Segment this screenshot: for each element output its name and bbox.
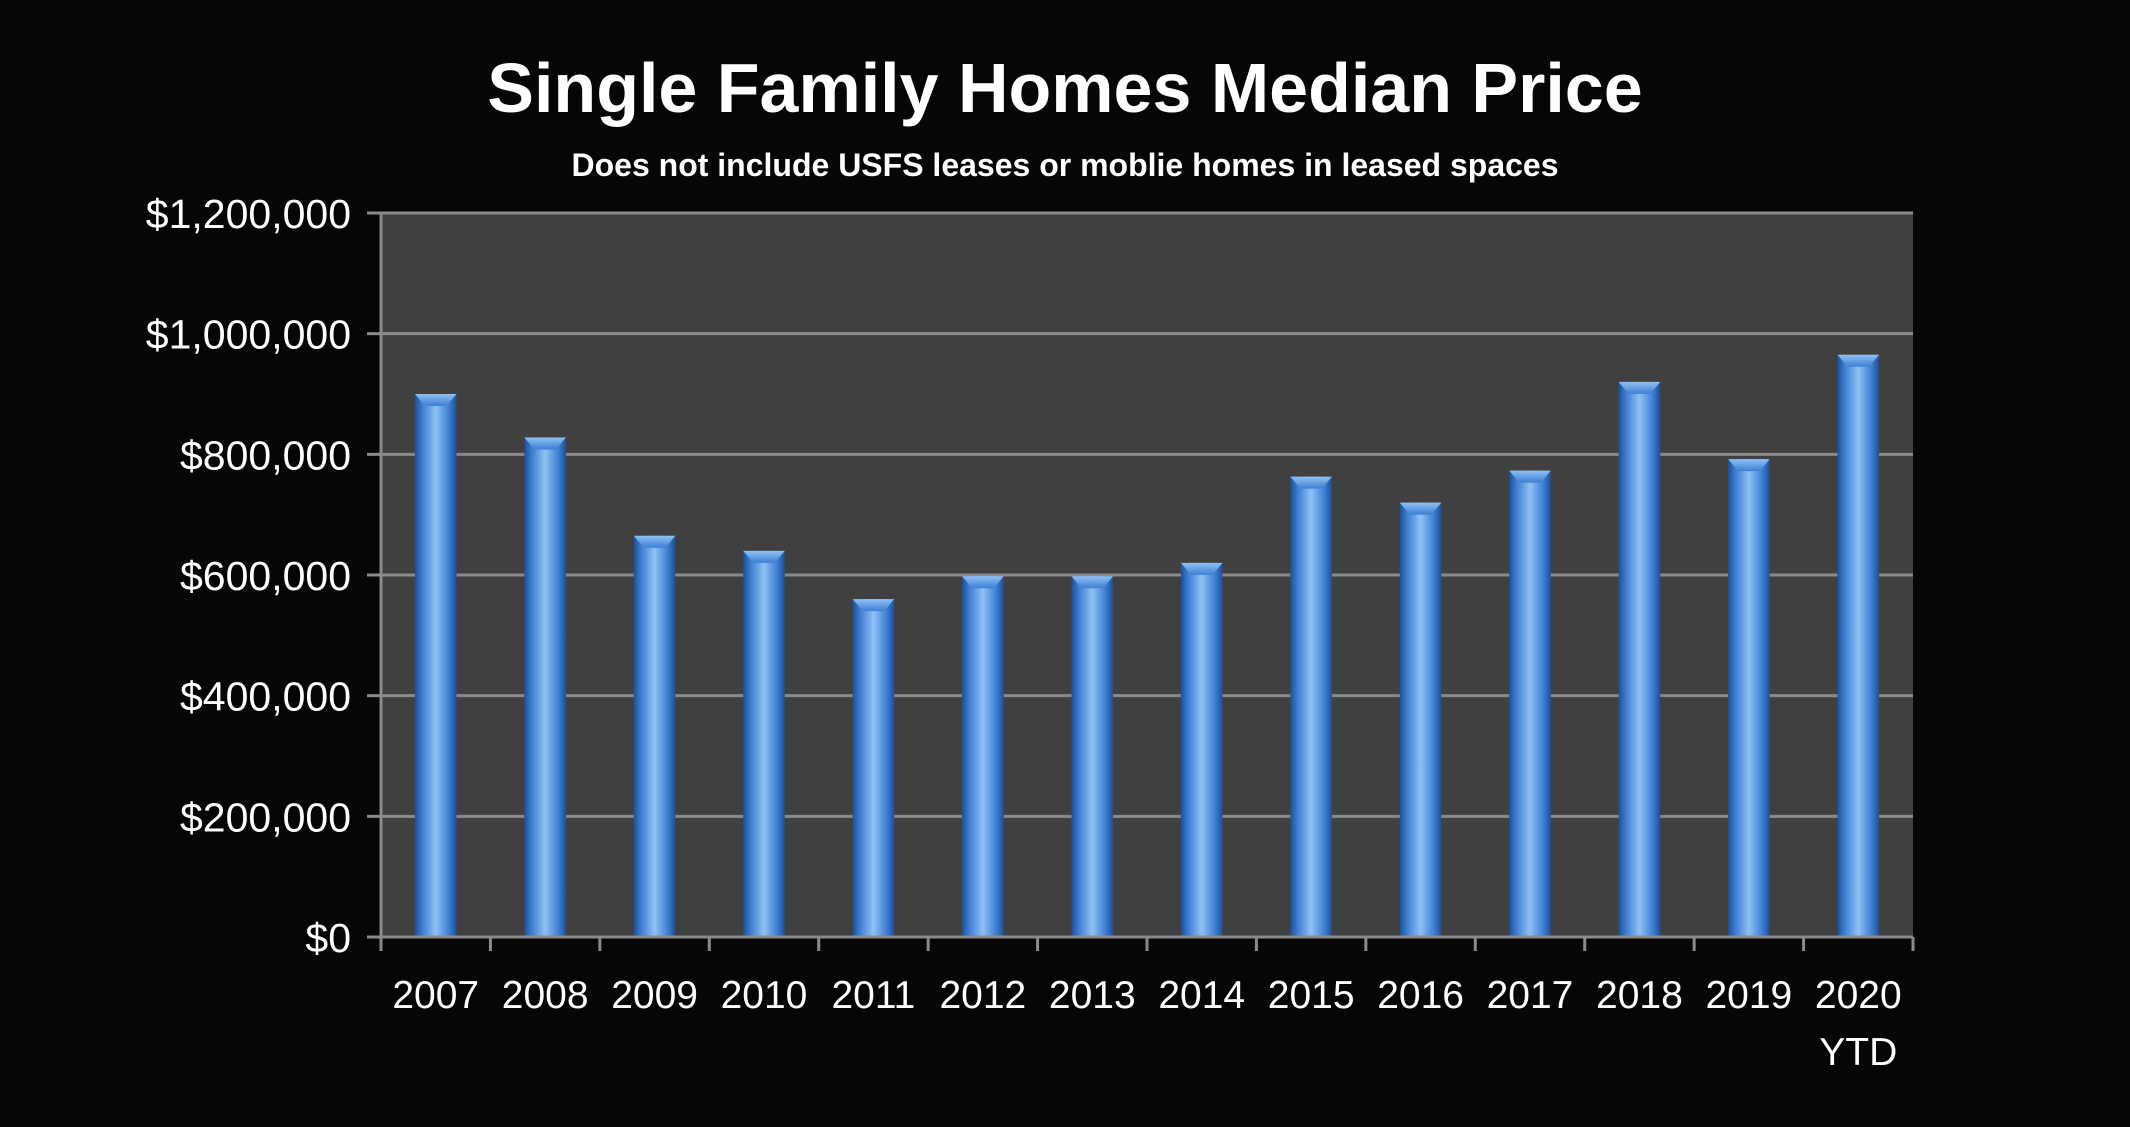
bar-2017 — [1509, 470, 1551, 937]
bar-bevel — [524, 437, 566, 450]
bar-body — [1071, 576, 1114, 937]
bar-body — [743, 550, 785, 937]
bar-bevel — [1399, 502, 1442, 515]
y-tick-label: $600,000 — [180, 553, 351, 599]
x-tick-label: 2010 — [721, 974, 808, 1017]
bar-body — [414, 394, 457, 937]
bar-bevel — [852, 599, 895, 612]
bar-bevel — [1071, 576, 1114, 589]
y-tick-label: $0 — [305, 915, 351, 961]
bar-body — [1290, 476, 1332, 937]
x-tick-label: 2020 — [1815, 974, 1902, 1017]
bar-bevel — [1180, 562, 1223, 575]
bar-2016 — [1399, 502, 1442, 937]
x-tick-label: 2013 — [1049, 974, 1136, 1017]
bar-2007 — [414, 394, 457, 937]
x-tick-label: 2016 — [1377, 974, 1464, 1017]
bar-bevel — [1728, 459, 1770, 472]
chart-title: Single Family Homes Median Price — [487, 49, 1642, 127]
x-tick-sublabel: YTD — [1819, 1031, 1897, 1074]
bar-2015 — [1290, 476, 1332, 937]
bar-bevel — [962, 576, 1004, 589]
y-axis-tick-labels: $0 $200,000 $400,000 $600,000 $800,000 $1,000… — [146, 191, 351, 961]
bar-2020 — [1837, 354, 1880, 937]
bar-2009 — [633, 535, 676, 937]
bar-2019 — [1728, 459, 1770, 937]
y-tick-label: $1,000,000 — [146, 312, 351, 358]
bar-bevel — [1290, 476, 1332, 489]
bars — [414, 354, 1880, 937]
bar-bevel — [743, 550, 785, 563]
bar-body — [1837, 354, 1880, 937]
bar-body — [1399, 502, 1442, 937]
x-tick-label: 2009 — [611, 974, 698, 1017]
bar-body — [852, 599, 895, 937]
y-tick-label: $200,000 — [180, 794, 351, 840]
bar-bevel — [1618, 381, 1661, 394]
y-tick-label: $800,000 — [180, 432, 351, 478]
x-tick-label: 2017 — [1487, 974, 1574, 1017]
bar-body — [633, 535, 676, 937]
x-tick-label: 2007 — [392, 974, 479, 1017]
bar-bevel — [1509, 470, 1551, 483]
x-axis-tick-labels: 2007 2008 2009 2010 2011 2012 2013 2014 2015 2016… — [392, 974, 1901, 1074]
bar-2010 — [743, 550, 785, 937]
bar-body — [1618, 381, 1661, 937]
x-tick-label: 2014 — [1158, 974, 1245, 1017]
bar-body — [1180, 562, 1223, 937]
bar-2018 — [1618, 381, 1661, 937]
bar-2013 — [1071, 576, 1114, 937]
bar-bevel — [633, 535, 676, 548]
x-tick-label: 2011 — [831, 974, 915, 1017]
x-tick-label: 2008 — [502, 974, 589, 1017]
bar-2014 — [1180, 562, 1223, 937]
axes — [379, 213, 1915, 951]
chart-subtitle: Does not include USFS leases or moblie h… — [572, 147, 1559, 183]
bar-body — [1728, 459, 1770, 937]
x-tick-label: 2019 — [1705, 974, 1792, 1017]
bar-body — [1509, 470, 1551, 937]
bar-2011 — [852, 599, 895, 937]
bar-2012 — [962, 576, 1004, 937]
x-tick-label: 2012 — [939, 974, 1026, 1017]
x-tick-label: 2018 — [1596, 974, 1683, 1017]
bar-2008 — [524, 437, 566, 937]
bar-body — [962, 576, 1004, 937]
bar-body — [524, 437, 566, 937]
bar-bevel — [1837, 354, 1880, 367]
bar-bevel — [414, 394, 457, 406]
x-tick-label: 2015 — [1268, 974, 1355, 1017]
y-tick-label: $1,200,000 — [146, 191, 351, 237]
y-tick-label: $400,000 — [180, 674, 351, 720]
